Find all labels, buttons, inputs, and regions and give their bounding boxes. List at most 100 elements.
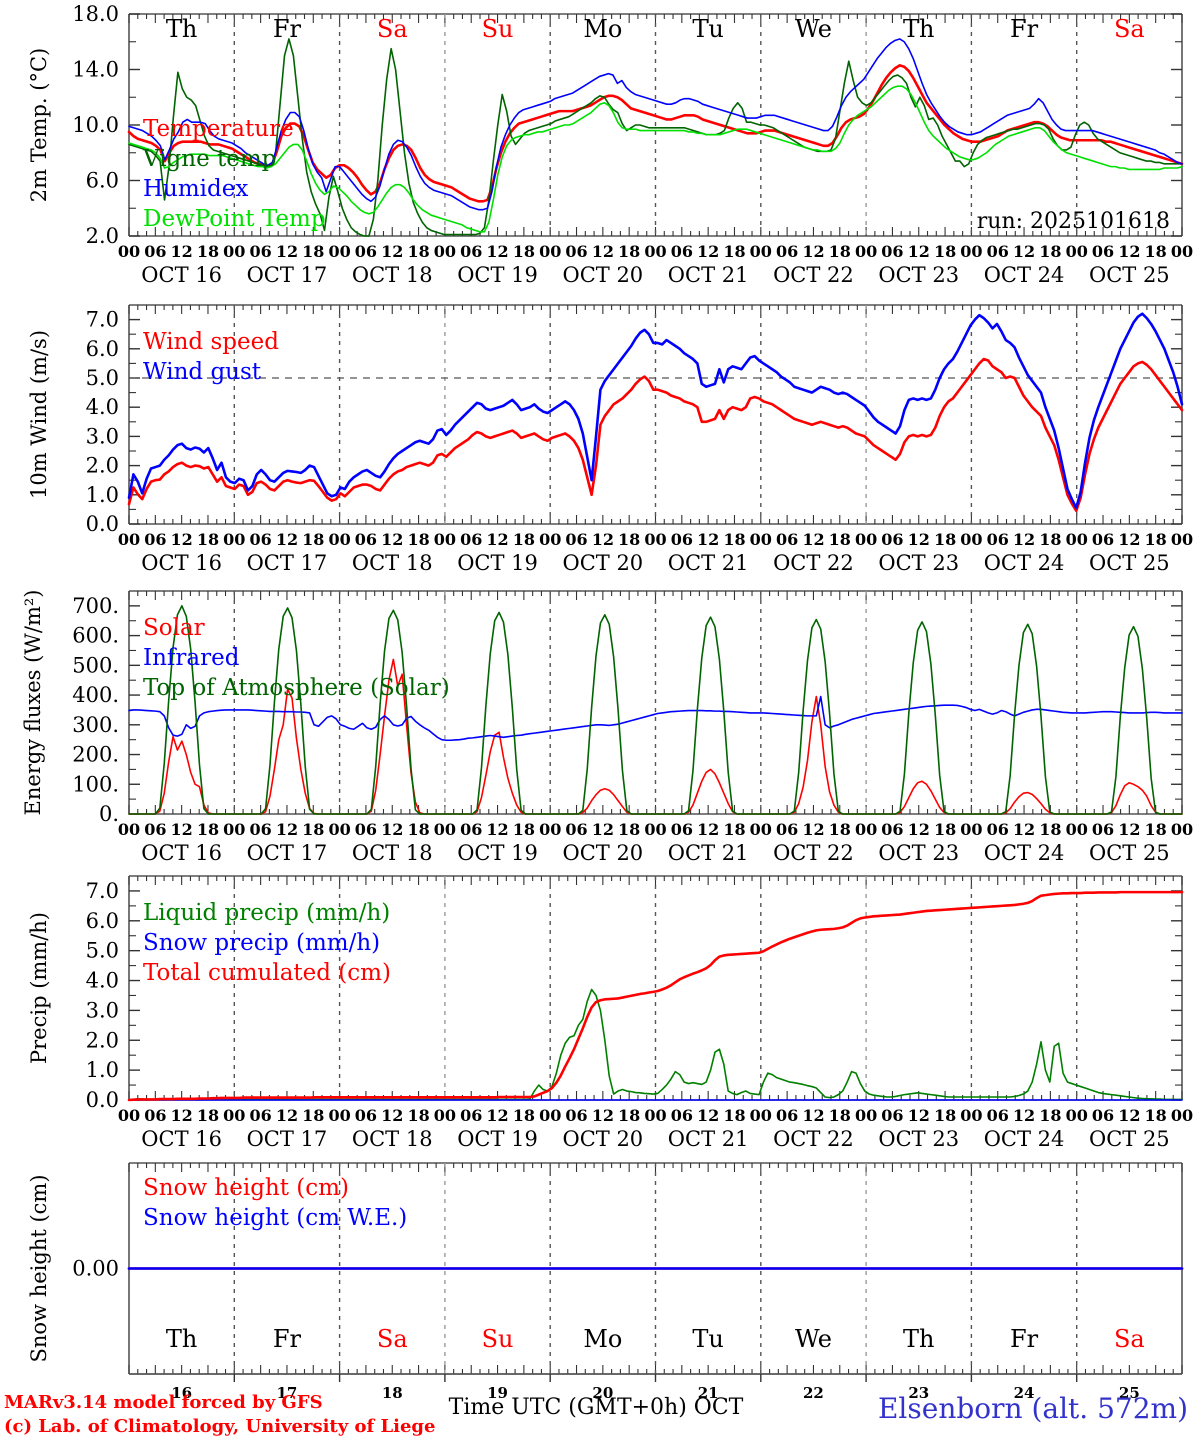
y-axis-precip: 0.0 1.0 2.0 3.0 4.0 5.0 6.0 7.0 bbox=[86, 879, 1182, 1112]
hour-label: 18 bbox=[723, 242, 745, 261]
hour-label: 00 bbox=[1171, 1106, 1193, 1125]
date-label: OCT 22 bbox=[773, 841, 854, 865]
hour-label: 12 bbox=[1013, 242, 1035, 261]
hour-label: 00 bbox=[223, 242, 245, 261]
y-tick-label: 0.00 bbox=[72, 1257, 119, 1281]
hour-label: 18 bbox=[407, 242, 429, 261]
legend-energy_fluxes: Solar Infrared Top of Atmosphere (Solar) bbox=[143, 615, 450, 701]
y-tick-label: 7.0 bbox=[86, 308, 119, 332]
series-dewpoint-temp bbox=[128, 85, 1183, 233]
day-name-label: We bbox=[795, 15, 832, 43]
y-tick-label: 4.0 bbox=[86, 395, 119, 419]
date-label: OCT 19 bbox=[457, 551, 538, 575]
hour-label: 12 bbox=[1118, 530, 1140, 549]
date-label: OCT 16 bbox=[141, 551, 222, 575]
legend-entry: Wind speed bbox=[143, 329, 279, 355]
y-tick-label: 3.0 bbox=[86, 424, 119, 448]
hour-label: 00 bbox=[644, 820, 666, 839]
hour-label: 12 bbox=[908, 242, 930, 261]
hour-label: 00 bbox=[644, 530, 666, 549]
legend-entry: Total cumulated (cm) bbox=[143, 960, 391, 986]
day-name-label: Fr bbox=[273, 1325, 302, 1353]
hour-label: 12 bbox=[486, 820, 508, 839]
hour-label: 00 bbox=[750, 820, 772, 839]
y-tick-label: 3.0 bbox=[86, 998, 119, 1022]
hour-label: 00 bbox=[960, 530, 982, 549]
series-group-temperature bbox=[127, 38, 1184, 237]
hour-label: 06 bbox=[355, 242, 377, 261]
date-label: OCT 17 bbox=[247, 263, 328, 287]
hour-label: 06 bbox=[565, 242, 587, 261]
hour-label: 06 bbox=[671, 1106, 693, 1125]
hour-label: 06 bbox=[460, 1106, 482, 1125]
y-axis-wind: 0.0 1.0 2.0 3.0 4.0 5.0 6.0 7.0 bbox=[86, 308, 1182, 536]
hour-label: 00 bbox=[1066, 1106, 1088, 1125]
date-label: OCT 18 bbox=[352, 551, 433, 575]
hour-ticks-wind bbox=[128, 305, 1183, 524]
hour-label: 00 bbox=[328, 242, 350, 261]
hour-label: 12 bbox=[171, 242, 193, 261]
bottom-day-number: 22 bbox=[803, 1384, 824, 1402]
legend-entry: Snow height (cm) bbox=[143, 1175, 349, 1201]
hour-label: 12 bbox=[276, 1106, 298, 1125]
y-axis-energy_fluxes: 0. 100. 200. 300. 400. 500. 600. 700. bbox=[72, 594, 1182, 826]
day-name-label: Sa bbox=[377, 1325, 408, 1353]
bottom-day-number: 18 bbox=[382, 1384, 403, 1402]
hour-label: 00 bbox=[328, 820, 350, 839]
hour-label: 06 bbox=[460, 820, 482, 839]
hour-ticks-temperature bbox=[128, 14, 1183, 236]
date-label: OCT 21 bbox=[668, 841, 749, 865]
date-label: OCT 17 bbox=[247, 1127, 328, 1151]
bottom-day-number: 25 bbox=[1119, 1384, 1140, 1402]
hour-label: 00 bbox=[539, 1106, 561, 1125]
panel-energy_fluxes: 0. 100. 200. 300. 400. 500. 600. 700. Solar Infra… bbox=[72, 590, 1183, 826]
date-label: OCT 20 bbox=[562, 1127, 643, 1151]
hour-label: 12 bbox=[171, 820, 193, 839]
hour-label: 00 bbox=[855, 820, 877, 839]
day-name-label: Th bbox=[166, 1325, 197, 1353]
bottom-day-number: 17 bbox=[277, 1384, 298, 1402]
day-separators-precip bbox=[233, 876, 1078, 1100]
y-tick-label: 2.0 bbox=[86, 224, 119, 248]
y-axis-title: Energy fluxes (W/m²) bbox=[21, 590, 45, 816]
hour-label: 12 bbox=[1013, 1106, 1035, 1125]
y-tick-label: 100. bbox=[72, 772, 119, 796]
date-label: OCT 25 bbox=[1089, 263, 1170, 287]
y-tick-label: 0. bbox=[99, 802, 119, 826]
hour-label: 18 bbox=[723, 530, 745, 549]
hour-label: 18 bbox=[513, 1106, 535, 1125]
date-label: OCT 25 bbox=[1089, 551, 1170, 575]
hour-label: 12 bbox=[802, 242, 824, 261]
bottom-day-number: 23 bbox=[908, 1384, 929, 1402]
hour-label: 12 bbox=[802, 820, 824, 839]
hour-label: 00 bbox=[1171, 530, 1193, 549]
hour-label: 00 bbox=[223, 820, 245, 839]
hour-label: 00 bbox=[118, 242, 140, 261]
hour-label: 06 bbox=[1092, 242, 1114, 261]
y-tick-label: 6.0 bbox=[86, 909, 119, 933]
date-label: OCT 22 bbox=[773, 263, 854, 287]
panel-precip: 0.0 1.0 2.0 3.0 4.0 5.0 6.0 7.0 Liquid precip (m… bbox=[86, 875, 1184, 1112]
hour-label: 18 bbox=[829, 530, 851, 549]
hour-label: 00 bbox=[539, 242, 561, 261]
series-humidex bbox=[128, 38, 1183, 211]
day-separators-energy_fluxes bbox=[233, 591, 1078, 814]
legend-temperature: Temperature Vigne temp Humidex DewPoint Tem… bbox=[142, 116, 326, 232]
date-label: OCT 21 bbox=[668, 263, 749, 287]
y-tick-label: 5.0 bbox=[86, 939, 119, 963]
hour-label: 06 bbox=[776, 242, 798, 261]
hour-label: 06 bbox=[881, 242, 903, 261]
legend-precip: Liquid precip (mm/h) Snow precip (mm/h) To… bbox=[143, 900, 391, 986]
series-total-cumulated-cm bbox=[127, 890, 1184, 1102]
date-label: OCT 19 bbox=[457, 263, 538, 287]
day-name-label: Th bbox=[166, 15, 197, 43]
date-label: OCT 19 bbox=[457, 841, 538, 865]
hour-label: 12 bbox=[908, 1106, 930, 1125]
hour-label: 12 bbox=[171, 1106, 193, 1125]
hour-label: 18 bbox=[618, 242, 640, 261]
hour-label: 18 bbox=[302, 530, 324, 549]
hour-label: 12 bbox=[697, 1106, 719, 1125]
